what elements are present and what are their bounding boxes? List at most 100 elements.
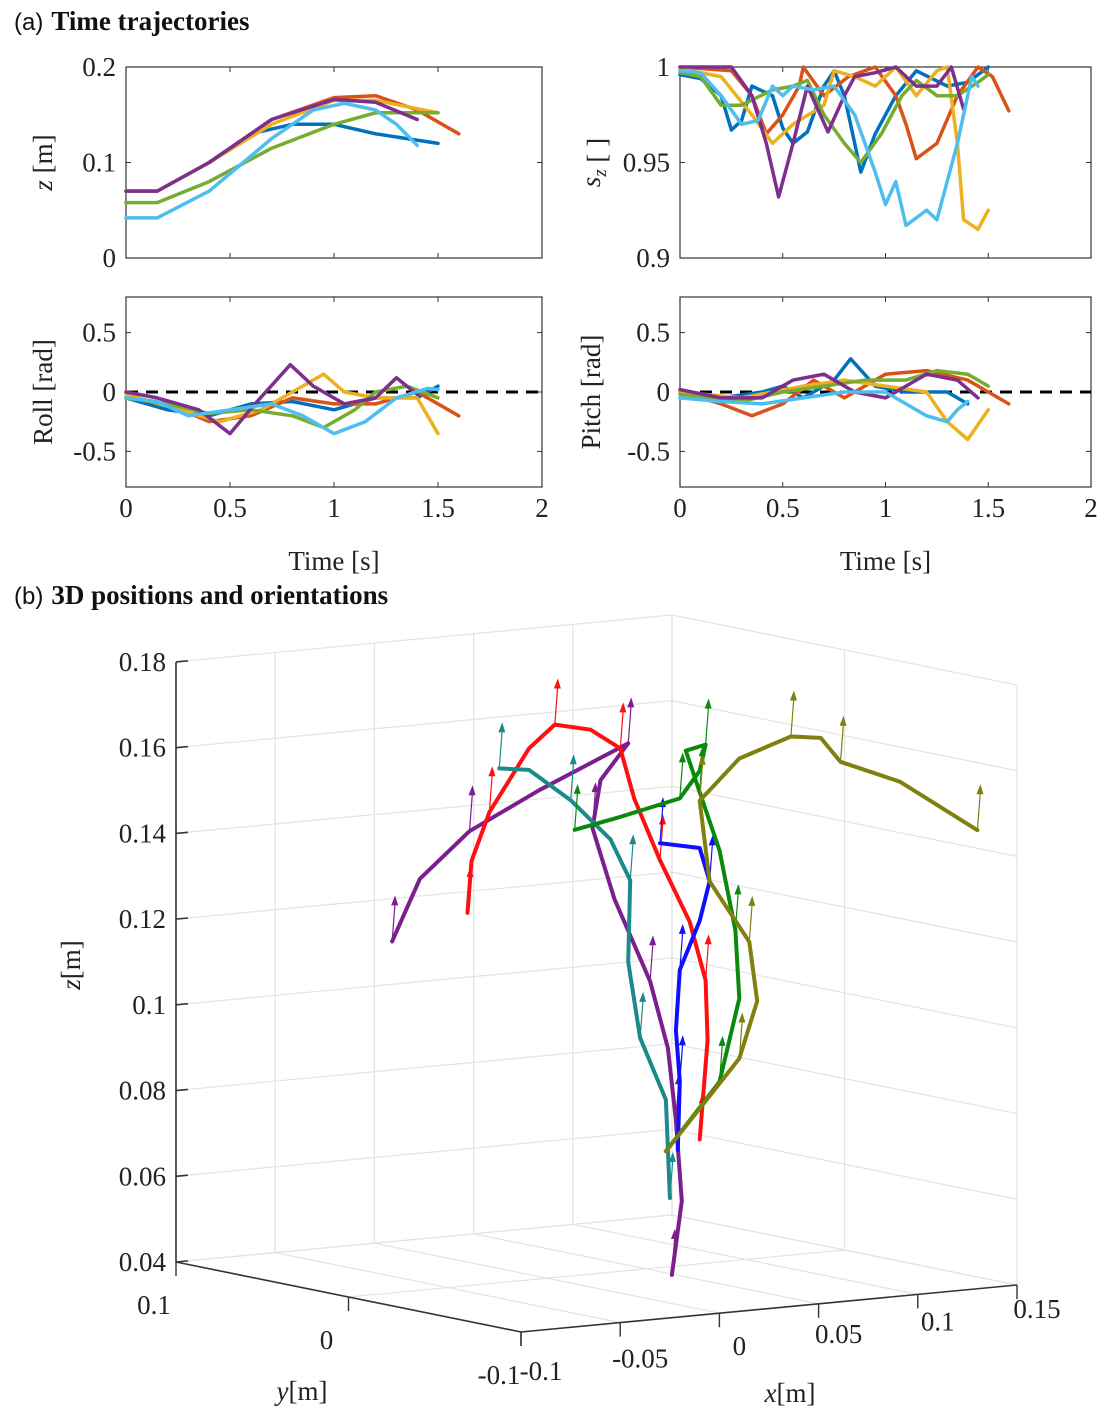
orientation-arrow: [976, 790, 982, 831]
orientation-arrow: [839, 721, 845, 762]
arrow-head-icon: [591, 782, 599, 793]
x-tick-label: 0.1: [921, 1306, 955, 1336]
orientation-arrow: [468, 791, 474, 832]
orientation-arrow: [679, 1041, 684, 1082]
arrow-head-icon: [678, 1035, 686, 1046]
arrow-head-icon: [658, 814, 666, 825]
series-line-purple: [678, 372, 980, 400]
label-part: x: [764, 1378, 777, 1408]
y-tick-label: -0.5: [73, 436, 116, 466]
arrow-head-icon: [639, 991, 647, 1002]
z-tick: [175, 745, 188, 749]
arrow-head-icon: [649, 935, 657, 946]
grid-line: [348, 1249, 845, 1298]
y-tick-label: 0.5: [636, 318, 670, 348]
x-tick-label: -0.05: [612, 1344, 668, 1374]
label-part: [m]: [56, 940, 86, 979]
series-line-cyan: [678, 69, 980, 228]
x-axis-label: Time [s]: [840, 546, 931, 576]
arrow-head-icon: [678, 752, 686, 763]
y-tick-label: 0.95: [623, 148, 670, 178]
y-tick-label: -0.1: [478, 1360, 521, 1390]
z-tick-label: 0.14: [119, 818, 167, 848]
panel-a-letter: (a): [14, 9, 44, 36]
plot-frame: [679, 66, 1092, 259]
panel-b-heading: (b) 3D positions and orientations: [14, 580, 388, 611]
x-tick-label: 0: [733, 1331, 747, 1361]
panel-a-title: Time trajectories: [51, 6, 250, 36]
orientation-arrow: [498, 728, 503, 769]
orientation-arrow: [627, 703, 632, 744]
arrow-head-icon: [678, 923, 686, 934]
orientation-arrow: [718, 1041, 724, 1082]
orientation-arrow: [570, 760, 575, 801]
y-axis-label: Pitch [rad]: [576, 335, 606, 450]
arrow-head-icon: [627, 697, 635, 708]
label-part: [m]: [289, 1376, 328, 1406]
grid-line: [175, 1128, 673, 1177]
z-tick: [175, 1174, 188, 1178]
x-tick-label: 0.15: [1013, 1294, 1060, 1324]
z-tick-label: 0.06: [119, 1161, 166, 1191]
plot-3d: 0.04 0.06 0.08 0.1 0.12 0.14 0.16 0.18 -0.1 -0.05…: [119, 614, 1061, 1390]
arrow-head-icon: [569, 754, 577, 765]
z-tick-label: 0.18: [119, 647, 166, 677]
z-tick-label: 0.12: [119, 904, 166, 934]
arrow-head-icon: [629, 834, 637, 845]
y-tick-label: 0.5: [82, 318, 116, 348]
label-part: [m]: [777, 1378, 816, 1408]
x-tick-label: 1: [327, 493, 341, 523]
y-tick-label: 1: [657, 52, 671, 82]
x-tick-label: 0.5: [213, 493, 247, 523]
arrow-head-icon: [708, 835, 716, 846]
label-part: Pitch [rad]: [576, 335, 606, 450]
trajectory-green: [572, 742, 742, 1154]
orientation-arrow: [705, 940, 710, 981]
orientation-arrow: [748, 901, 753, 942]
arrow-head-icon: [468, 785, 476, 796]
series-line-green: [124, 111, 440, 205]
x-tick-label: 0.05: [815, 1319, 862, 1349]
arrow-head-icon: [839, 715, 847, 726]
series-line-purple: [124, 362, 419, 436]
label-part: z: [28, 180, 58, 192]
arrow-head-icon: [738, 1012, 746, 1023]
x-tick-label: 1: [879, 493, 893, 523]
arrow-head-icon: [488, 766, 496, 777]
y-tick-label: 0: [657, 377, 671, 407]
series-line-cyan: [678, 390, 970, 424]
orientation-arrow: [659, 803, 664, 844]
z-tick: [175, 1088, 188, 1092]
z-tick-label: 0.04: [119, 1247, 167, 1277]
z-tick: [175, 1260, 188, 1263]
series-line-purple: [124, 97, 419, 193]
arrow-head-icon: [553, 678, 561, 689]
trajectory-teal: [497, 766, 672, 1200]
z-tick: [175, 917, 188, 920]
arrow-head-icon: [718, 1035, 726, 1046]
arrow-head-icon: [619, 702, 627, 713]
y-tick-label: 0.1: [137, 1290, 171, 1320]
grid-line: [175, 871, 673, 920]
y-axis-label: y[m]: [274, 1376, 328, 1406]
x-axis-label: x[m]: [764, 1378, 816, 1408]
x-tick-label: 2: [1084, 493, 1098, 523]
y-axis-label: Roll [rad]: [28, 339, 58, 445]
y-axis-label: sz [ ]: [576, 138, 612, 187]
orientation-arrow: [649, 941, 654, 982]
arrow-head-icon: [391, 895, 399, 906]
y-axis-label: z [m]: [28, 134, 58, 191]
arrow-head-icon: [698, 754, 706, 765]
x-tick-label: 2: [535, 493, 549, 523]
series-line-cyan: [124, 101, 419, 220]
grid-line: [175, 700, 673, 749]
y-tick-label: 0.2: [82, 52, 116, 82]
series-line-green: [124, 384, 440, 430]
orientation-arrow: [679, 758, 684, 799]
x-tick-label: 0: [119, 493, 133, 523]
x-tick-label: 0.5: [766, 493, 800, 523]
arrow-head-icon: [573, 783, 581, 794]
series-line-yellow: [678, 65, 991, 232]
label-part: s: [576, 177, 606, 188]
